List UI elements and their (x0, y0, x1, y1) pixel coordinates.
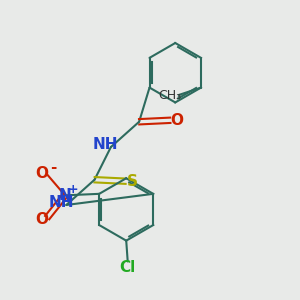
Text: Cl: Cl (120, 260, 136, 275)
Text: NH: NH (93, 137, 118, 152)
Text: -: - (50, 160, 56, 175)
Text: +: + (68, 184, 79, 196)
Text: O: O (35, 166, 48, 181)
Text: N: N (58, 188, 71, 203)
Text: O: O (35, 212, 48, 226)
Text: O: O (170, 113, 183, 128)
Text: NH: NH (48, 195, 74, 210)
Text: CH₃: CH₃ (158, 88, 181, 101)
Text: S: S (127, 174, 138, 189)
